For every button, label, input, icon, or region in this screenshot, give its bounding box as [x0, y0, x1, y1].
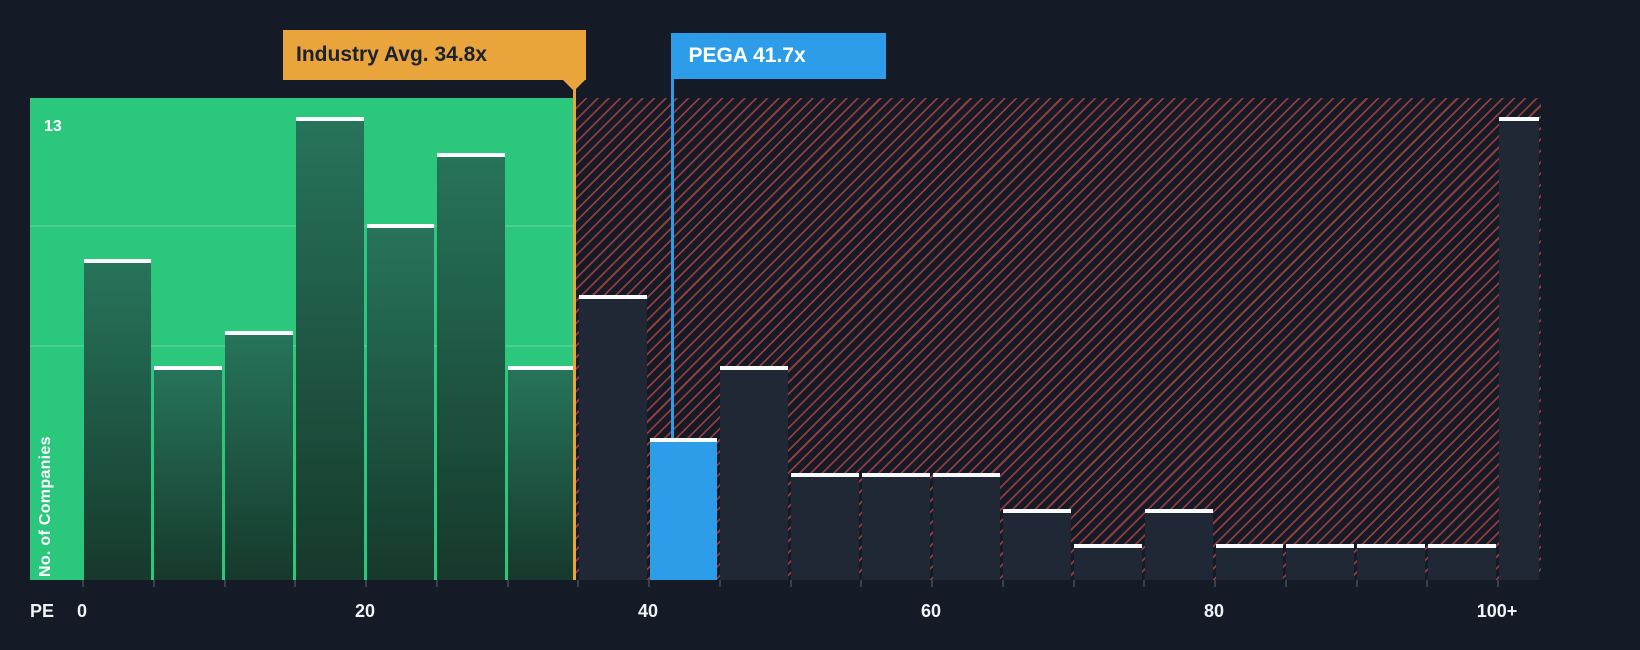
axis-tick — [1426, 580, 1429, 587]
axis-tick — [506, 580, 509, 587]
bar-pe-10[interactable] — [225, 330, 293, 580]
industry-avg-label: Industry Avg. 34.8x — [296, 43, 488, 66]
axis-tick — [152, 580, 155, 587]
pega-label: PEGA 41.7x — [688, 44, 806, 67]
bar-pe-50[interactable] — [791, 473, 859, 580]
bar-pe-70[interactable] — [1074, 544, 1142, 580]
x-tick-0: 0 — [76, 601, 88, 621]
bar-pe-55[interactable] — [861, 473, 930, 580]
axis-tick — [1355, 580, 1358, 587]
x-axis: PE 0 20 40 60 80 100+ — [30, 601, 1610, 629]
axis-tick — [577, 580, 580, 587]
bar-pe-35[interactable] — [578, 295, 647, 580]
bar-pe-0[interactable] — [83, 259, 152, 580]
x-tick-60: 60 — [920, 601, 942, 621]
x-axis-title: PE — [30, 601, 55, 621]
axis-tick — [931, 580, 933, 587]
pega-callout: PEGA 41.7x — [670, 33, 886, 79]
axis-tick — [648, 580, 650, 587]
bar-pe-85[interactable] — [1286, 544, 1354, 580]
x-tick-80: 80 — [1203, 601, 1225, 621]
industry-avg-callout: Industry Avg. 34.8x — [283, 30, 587, 80]
x-tick-20: 20 — [354, 601, 376, 621]
bar-pe-60[interactable] — [932, 473, 1001, 580]
bar-pe-25[interactable] — [437, 152, 505, 580]
bar-pe-5[interactable] — [154, 366, 222, 580]
axis-tick — [82, 580, 84, 587]
axis-tick — [223, 580, 226, 587]
bar-pe-45[interactable] — [720, 366, 788, 580]
y-axis-title: No. of Companies — [37, 436, 54, 577]
industry-avg-callout-tail — [562, 79, 587, 91]
axis-tick — [860, 580, 863, 587]
axis-tick — [365, 580, 367, 587]
bar-pe-65[interactable] — [1003, 508, 1071, 580]
axis-tick — [1001, 580, 1004, 587]
bar-pe-40[interactable] — [649, 437, 718, 580]
bar-pe-100-plus[interactable] — [1498, 117, 1539, 580]
axis-tick — [1497, 580, 1499, 587]
axis-tick — [1214, 580, 1216, 587]
x-tick-100+: 100+ — [1476, 601, 1518, 621]
bar-pe-95[interactable] — [1427, 544, 1496, 580]
x-tick-40: 40 — [637, 601, 659, 621]
axis-tick — [718, 580, 721, 587]
bar-pe-15[interactable] — [295, 117, 364, 580]
axis-tick — [1072, 580, 1075, 587]
bar-pe-75[interactable] — [1144, 508, 1213, 580]
axis-tick — [1284, 580, 1287, 587]
axis-tick — [1143, 580, 1146, 587]
bar-pe-80[interactable] — [1215, 544, 1284, 580]
bar-pe-20[interactable] — [366, 223, 435, 580]
axis-tick — [435, 580, 438, 587]
plot-area: 13 — [30, 98, 1541, 580]
axis-tick — [294, 580, 297, 587]
axis-tick — [789, 580, 792, 587]
pega-line — [670, 79, 674, 438]
y-max-label: 13 — [44, 118, 62, 135]
bar-pe-30[interactable] — [508, 366, 576, 580]
industry-avg-line — [572, 80, 576, 580]
bar-pe-90[interactable] — [1357, 544, 1425, 580]
